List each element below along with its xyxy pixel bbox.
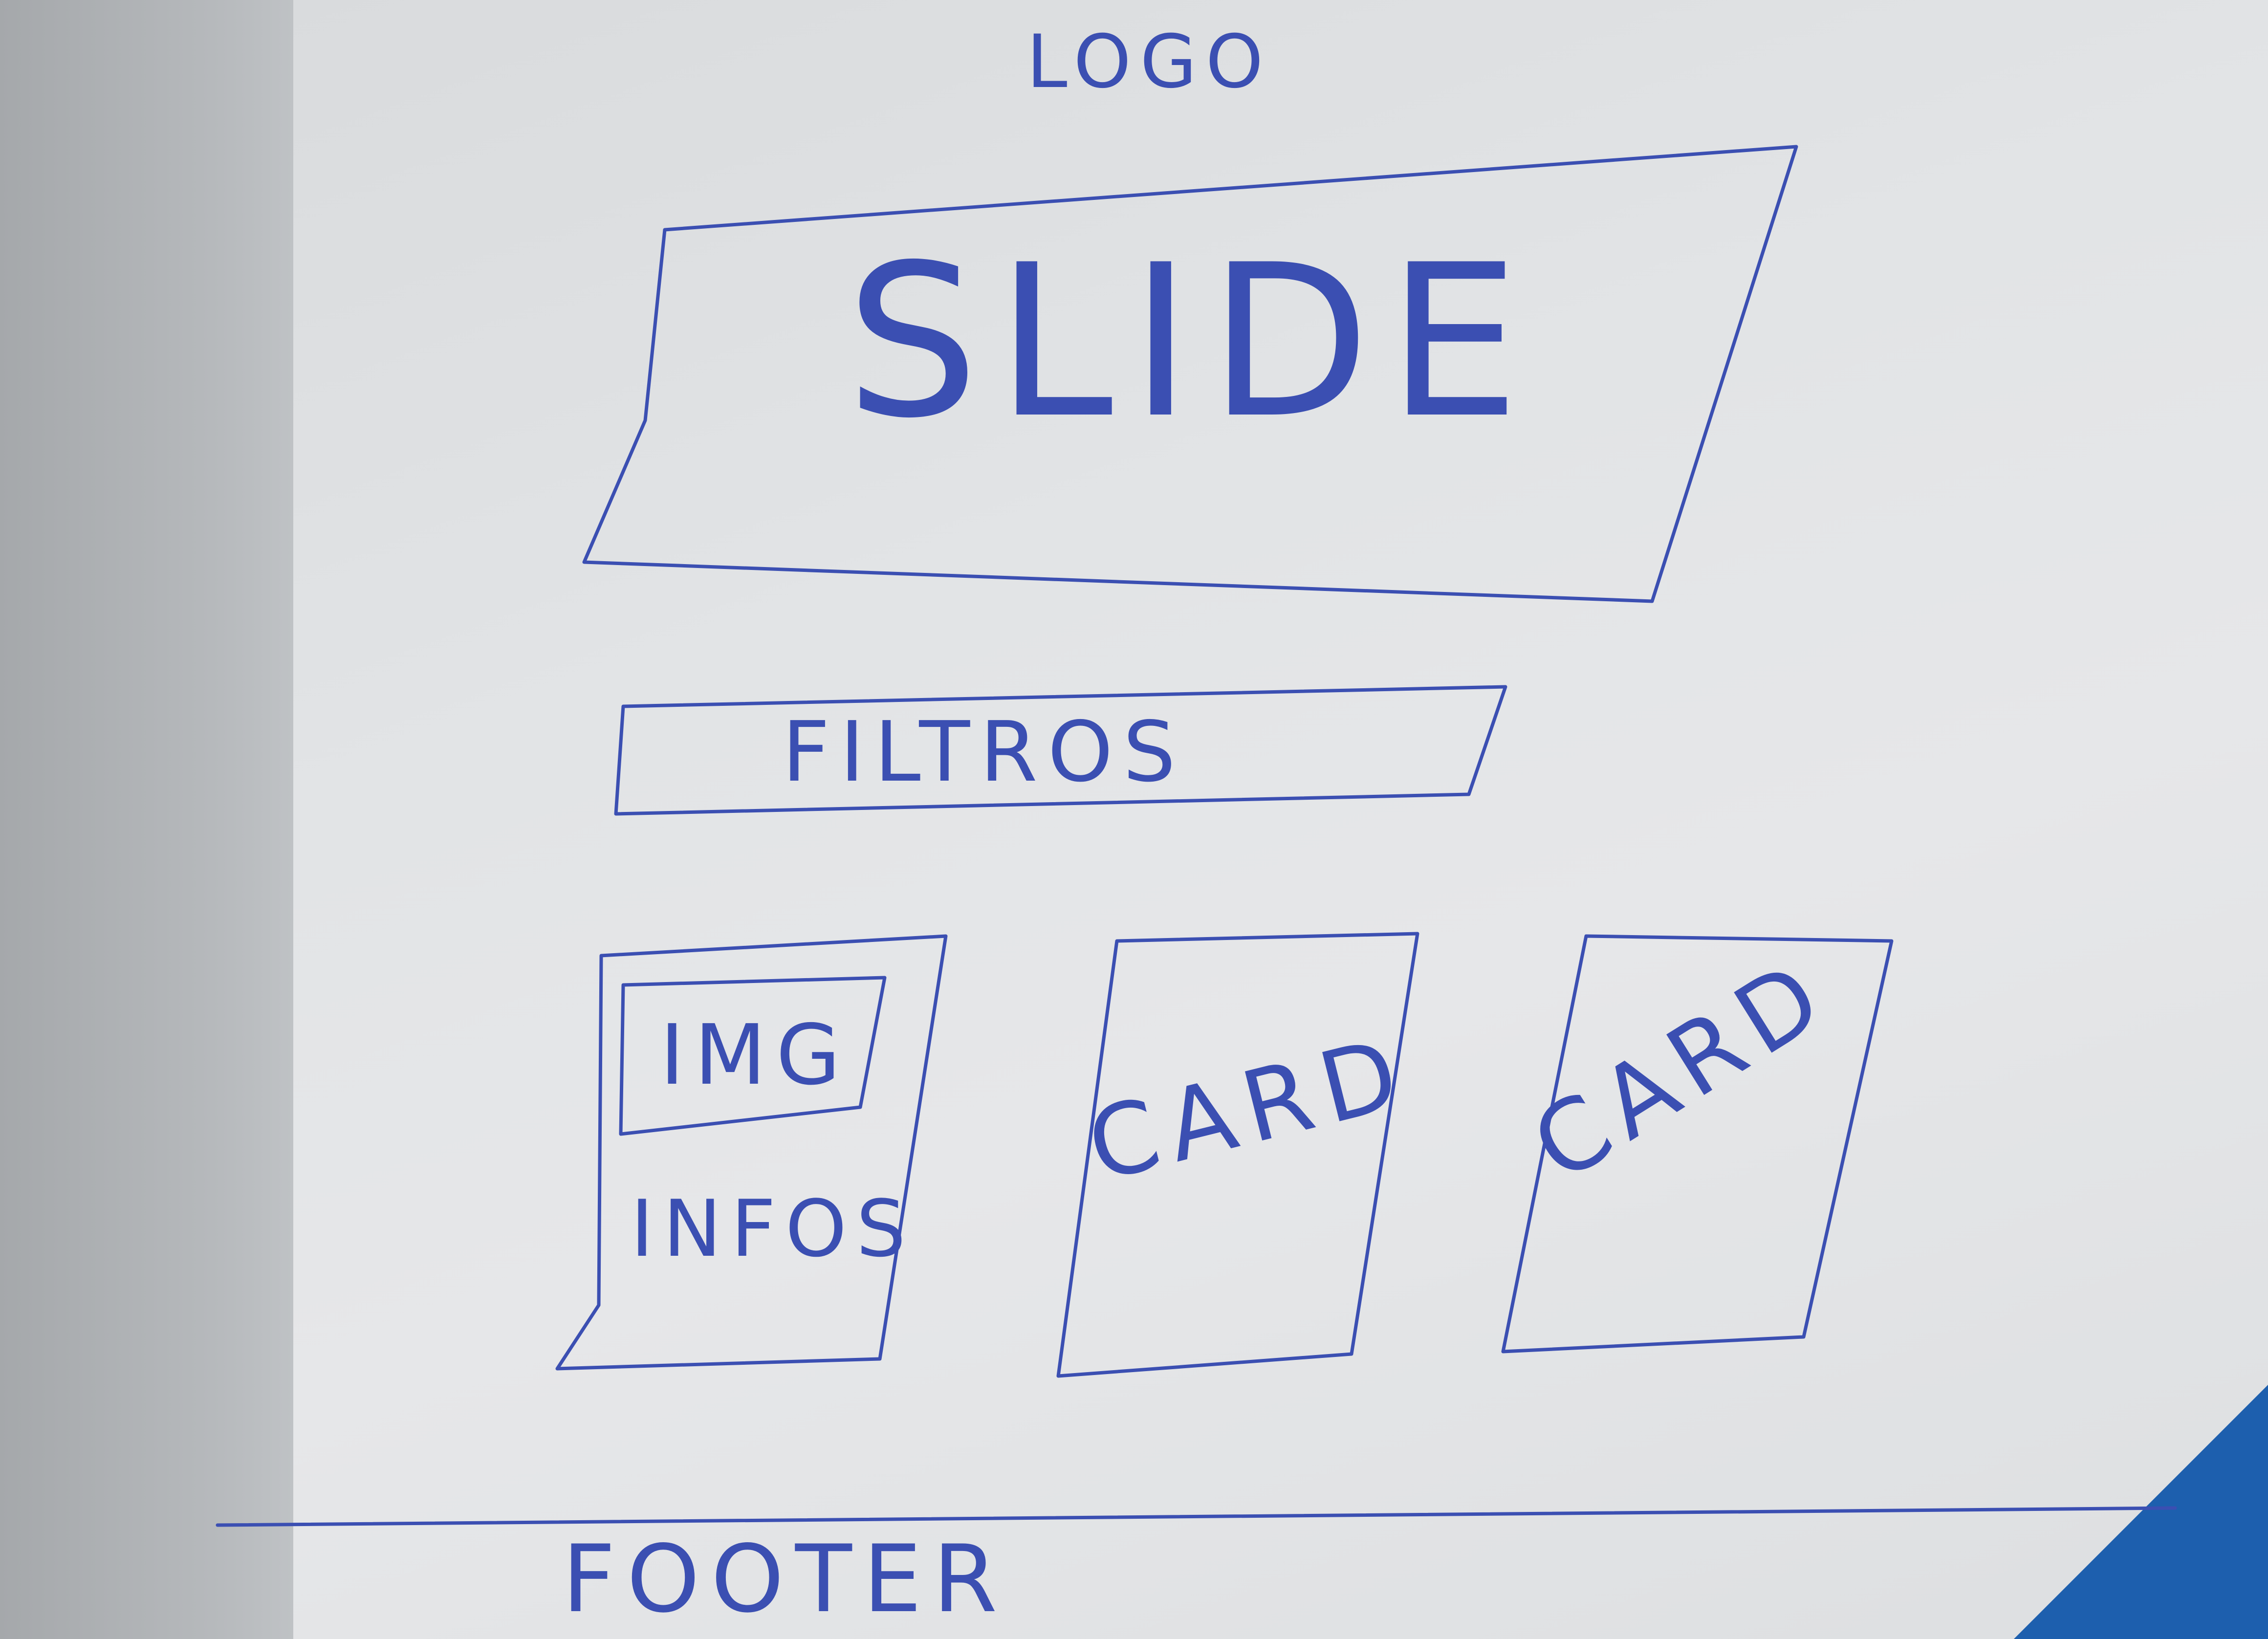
card-1-image-label: IMG: [660, 1007, 850, 1104]
card-1-info-label: INFOS: [631, 1183, 916, 1274]
card-1-image-box: [619, 976, 887, 1136]
card-3-outline: [1501, 934, 1894, 1354]
slide-label: SLIDE: [846, 220, 1537, 464]
blue-corner-decoration: [2014, 1385, 2268, 1639]
logo-label[interactable]: LOGO: [1026, 20, 1272, 105]
footer-label: FOOTER: [562, 1525, 1009, 1633]
slide-box: [582, 145, 1798, 603]
filters-bar: [614, 685, 1507, 816]
card-2-outline: [1056, 932, 1419, 1378]
card-1-outline: [555, 934, 948, 1371]
filters-label[interactable]: FILTROS: [782, 704, 1186, 801]
notebook-page-edge: [0, 0, 303, 1639]
footer-divider: [216, 1506, 2177, 1527]
